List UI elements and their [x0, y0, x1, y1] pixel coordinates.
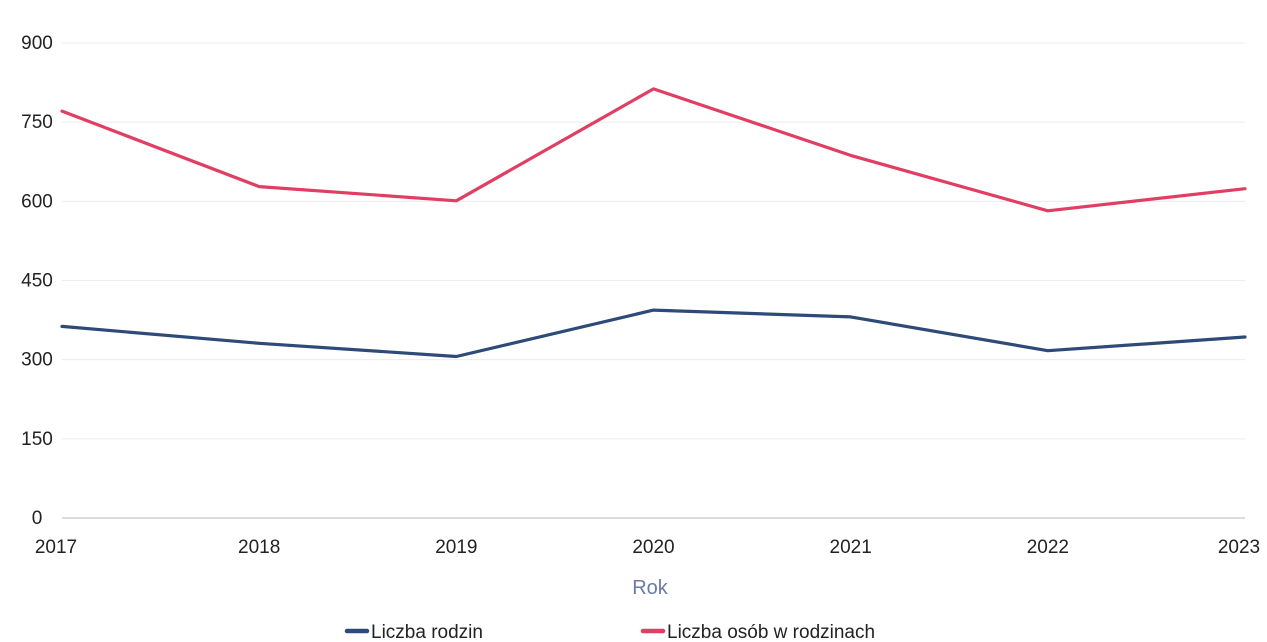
x-axis-title: Rok [632, 577, 669, 599]
legend-label: Liczba osób w rodzinach [667, 622, 875, 642]
y-tick-label: 450 [21, 271, 53, 292]
grid-layer [62, 42, 1245, 440]
x-tick-label: 2018 [238, 537, 280, 558]
series-layer [60, 87, 1247, 359]
x-tick-label: 2020 [632, 537, 674, 558]
axis-layer: 0 150 300 450 600 750 900 2017 2018 2019 2020 2021 2… [21, 33, 1260, 558]
y-tick-label: 150 [21, 429, 53, 450]
y-tick-label: 750 [21, 112, 53, 133]
x-tick-label: 2017 [35, 537, 77, 558]
legend-label: Liczba rodzin [371, 622, 483, 642]
x-tick-label: 2023 [1218, 537, 1260, 558]
y-tick-label: 600 [21, 191, 53, 212]
legend: Liczba rodzin Liczba osób w rodzinach [344, 622, 875, 642]
series-line-1 [60, 308, 1247, 359]
x-tick-label: 2021 [830, 537, 872, 558]
y-tick-label: 300 [21, 350, 53, 371]
x-tick-label: 2019 [435, 537, 477, 558]
series-line-2 [60, 87, 1247, 213]
x-tick-label: 2022 [1027, 537, 1069, 558]
y-tick-label: 0 [32, 508, 43, 529]
y-tick-label: 900 [21, 33, 53, 54]
